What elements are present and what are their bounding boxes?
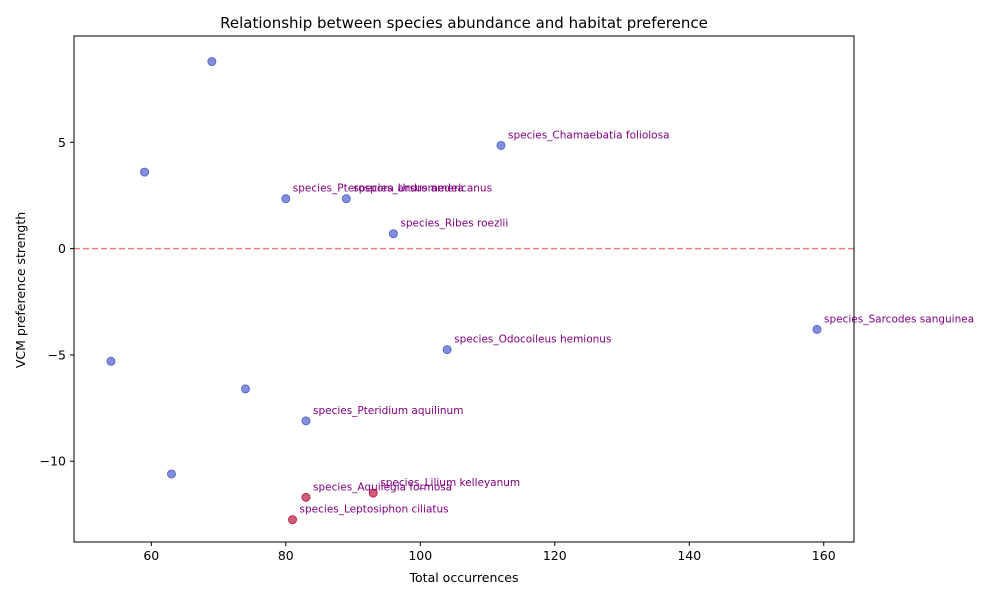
data-point xyxy=(442,345,452,355)
y-tick-label: −10 xyxy=(40,454,66,469)
x-tick-label: 120 xyxy=(543,548,567,563)
x-tick-label: 140 xyxy=(677,548,701,563)
data-point xyxy=(341,194,351,204)
data-point xyxy=(240,384,250,394)
data-point xyxy=(368,488,378,498)
data-point xyxy=(207,57,217,67)
data-point xyxy=(388,229,398,239)
data-point xyxy=(288,515,298,525)
plot-frame xyxy=(73,35,855,543)
point-label: species_Chamaebatia foliolosa xyxy=(508,129,670,141)
point-label: species_Ribes roezlii xyxy=(400,218,508,230)
point-label: species_Leptosiphon ciliatus xyxy=(300,504,449,516)
x-tick-label: 160 xyxy=(812,548,836,563)
data-point xyxy=(301,416,311,426)
point-label: species_Pterospora andromedea xyxy=(293,183,464,195)
data-point xyxy=(167,469,176,479)
x-tick-label: 100 xyxy=(408,548,432,563)
data-point xyxy=(301,492,311,502)
x-axis-label: Total occurrences xyxy=(409,570,519,585)
data-point xyxy=(106,356,116,366)
point-label: species_Odocoileus hemionus xyxy=(454,334,611,346)
point-label: species_Sarcodes sanguinea xyxy=(824,313,974,325)
chart-title: Relationship between species abundance a… xyxy=(220,14,708,32)
point-label: species_Lilium kelleyanum xyxy=(380,477,520,489)
data-point xyxy=(140,167,150,177)
x-tick-label: 80 xyxy=(278,548,294,563)
data-point xyxy=(281,194,291,204)
point-label: species_Pteridium aquilinum xyxy=(313,405,463,417)
data-point xyxy=(812,324,822,334)
x-tick-label: 60 xyxy=(143,548,159,563)
y-tick-label: 0 xyxy=(58,241,66,256)
point-label: species_Aquilegia formosa xyxy=(313,481,452,493)
y-tick-label: −5 xyxy=(48,347,66,362)
point-label: species_Ursus americanus xyxy=(353,183,492,195)
data-point xyxy=(496,140,506,150)
y-tick-label: 5 xyxy=(58,135,66,150)
y-axis-label: VCM preference strength xyxy=(13,212,28,368)
